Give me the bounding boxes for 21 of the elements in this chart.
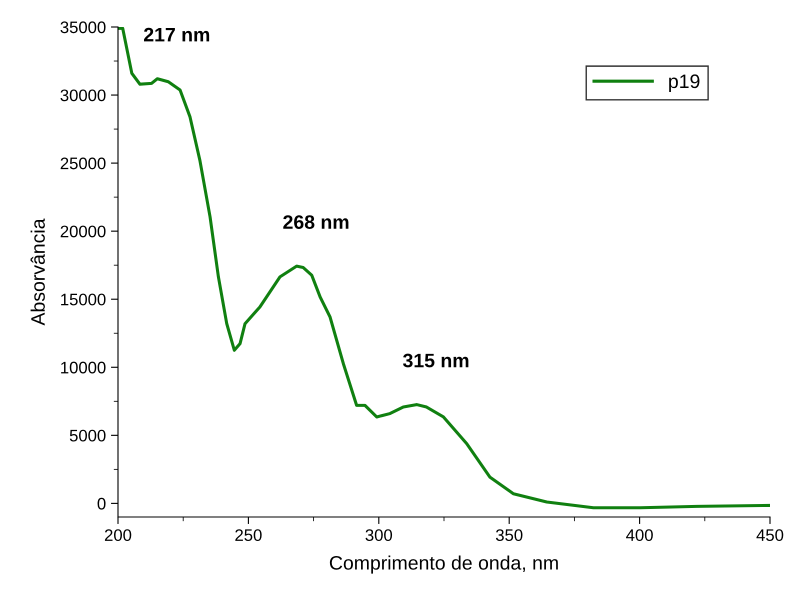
y-tick-label: 25000 [60, 158, 106, 170]
line-series [118, 27, 770, 510]
annotation: 268 nm [283, 215, 348, 229]
annotation: 315 nm [403, 354, 468, 368]
x-tick-label: 350 [496, 529, 522, 542]
y-tick-label: 15000 [61, 294, 106, 306]
y-tick-label: 30000 [60, 89, 106, 102]
y-tick-label: 5000 [70, 430, 106, 442]
x-tick-label: 450 [756, 529, 784, 542]
x-axis-title: Comprimento de onda, nm [330, 555, 558, 574]
y-tick-label: 20000 [60, 226, 106, 238]
legend-label: p19 [669, 74, 700, 92]
annotation: 217 nm [144, 28, 210, 42]
y-tick-label: 35000 [60, 21, 106, 34]
x-tick-label: 400 [626, 529, 653, 542]
y-axis-title: Absorvância [30, 218, 45, 326]
x-tick-label: 250 [235, 529, 262, 542]
y-tick-label: 10000 [61, 362, 106, 374]
x-tick-label: 300 [366, 529, 392, 542]
y-tick-label: 0 [98, 498, 106, 510]
x-tick-label: 200 [104, 529, 132, 542]
